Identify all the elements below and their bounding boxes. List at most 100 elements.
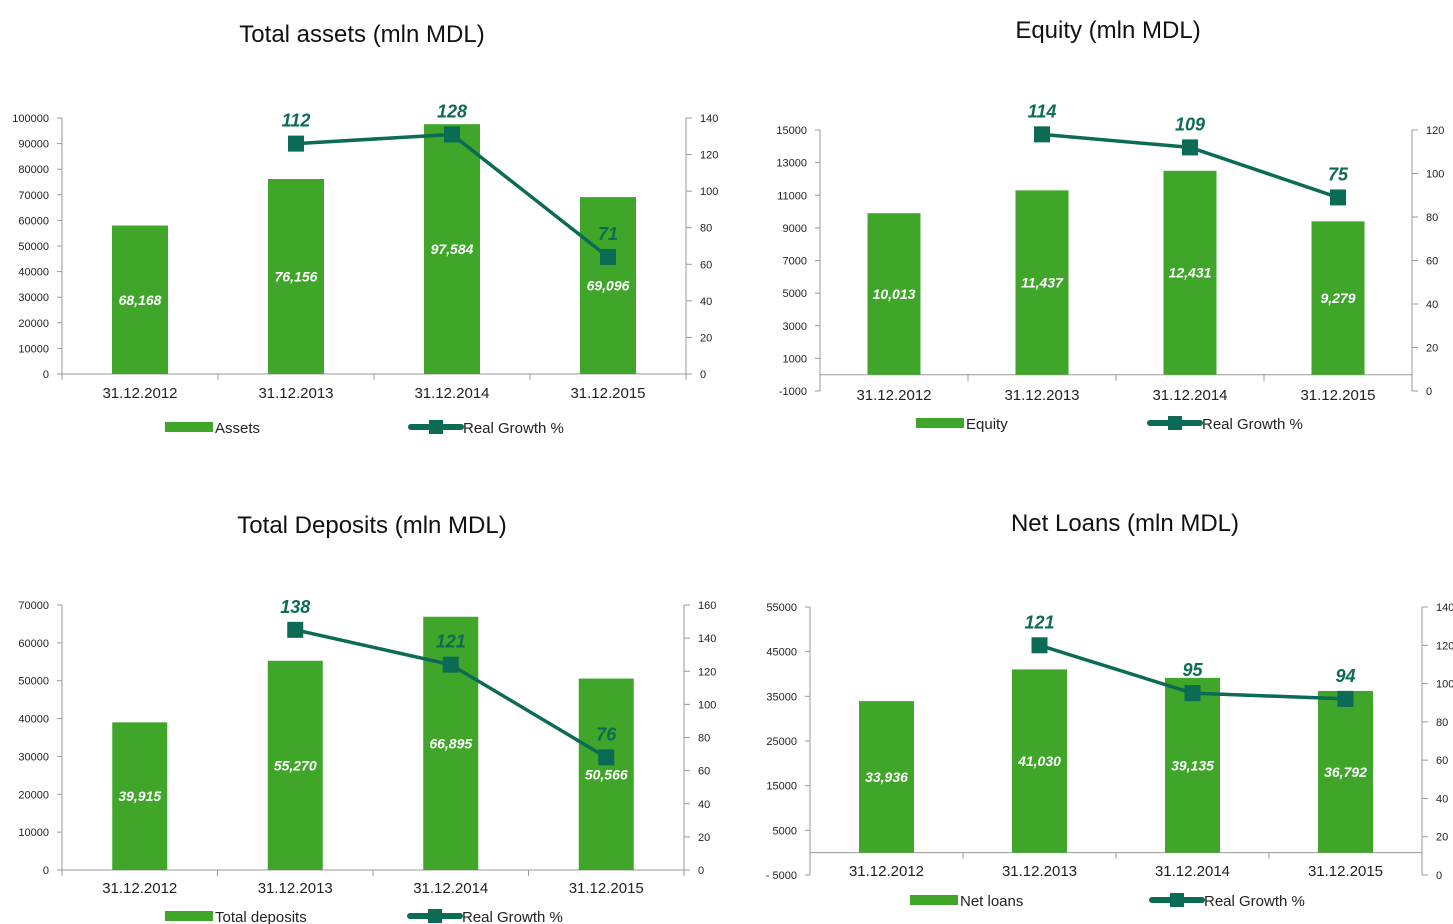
legend-bar-swatch [165, 911, 213, 921]
bar-value-label: 69,096 [587, 278, 630, 294]
left-tick-label: 7000 [783, 256, 807, 268]
legend-line-marker [429, 420, 443, 434]
growth-value-label: 71 [598, 224, 618, 244]
chart-title: Total assets (mln MDL) [239, 21, 484, 48]
left-tick-label: 50000 [18, 676, 49, 688]
growth-marker [288, 135, 304, 152]
legend-line-label: Real Growth % [462, 909, 563, 924]
right-tick-label: 40 [700, 296, 712, 308]
chart-4: Net Loans (mln MDL) - 5000 5000 15000 25000 3… [766, 510, 1453, 910]
growth-marker [442, 656, 459, 673]
chart-1: Total assets (mln MDL) 0 10000 20000 30000 40… [12, 21, 718, 437]
legend-line-marker [1170, 893, 1184, 907]
growth-marker [1182, 139, 1198, 156]
category-label: 31.12.2012 [102, 385, 177, 402]
left-tick-label: 20000 [18, 789, 49, 801]
bar [578, 678, 634, 870]
left-tick-label: 1000 [783, 353, 807, 365]
growth-value-label: 112 [282, 111, 311, 131]
growth-value-label: 114 [1028, 101, 1057, 121]
bar-value-label: 68,168 [119, 292, 162, 308]
right-tick-label: 100 [700, 186, 718, 198]
right-tick-label: 100 [698, 699, 716, 711]
left-tick-label: 60000 [18, 638, 49, 650]
category-label: 31.12.2014 [1155, 863, 1230, 880]
chart-3: Total Deposits (mln MDL) 0 10000 20000 30000… [18, 512, 716, 924]
left-tick-label: 70000 [18, 190, 49, 202]
left-tick-label: 30000 [18, 292, 49, 304]
right-tick-label: 160 [698, 600, 716, 612]
legend-line-label: Real Growth % [463, 420, 564, 437]
bar [1015, 190, 1069, 375]
category-label: 31.12.2015 [1308, 863, 1383, 880]
bar-value-label: 33,936 [865, 769, 908, 785]
left-tick-label: 40000 [18, 714, 49, 726]
left-tick-label: 9000 [783, 223, 807, 235]
left-tick-label: 5000 [783, 288, 807, 300]
left-tick-label: 80000 [18, 164, 49, 176]
bar [580, 197, 636, 374]
growth-value-label: 95 [1182, 660, 1203, 680]
bar [112, 722, 168, 870]
bar-value-label: 11,437 [1021, 275, 1064, 291]
left-tick-label: 0 [43, 369, 49, 381]
left-tick-label: 50000 [18, 241, 49, 253]
bar [268, 179, 324, 374]
bar-value-label: 36,792 [1324, 764, 1367, 780]
left-tick-label: 11000 [777, 190, 807, 202]
growth-marker [444, 126, 460, 143]
growth-value-label: 94 [1335, 666, 1355, 686]
legend-bar-label: Total deposits [215, 909, 307, 924]
chart-title: Total Deposits (mln MDL) [237, 512, 506, 539]
growth-marker [1337, 690, 1354, 707]
category-label: 31.12.2015 [570, 385, 645, 402]
growth-marker [287, 621, 304, 638]
category-label: 31.12.2015 [569, 880, 644, 897]
left-tick-label: 13000 [776, 158, 807, 170]
legend-bar-swatch [910, 895, 958, 905]
legend: Total deposits Real Growth % [165, 909, 563, 924]
right-tick-label: 140 [1436, 602, 1453, 614]
left-tick-label: 70000 [18, 600, 49, 612]
right-tick-label: 0 [700, 369, 706, 381]
category-label: 31.12.2013 [258, 880, 333, 897]
chart-2: Equity (mln MDL)-10001000300050007000900… [776, 17, 1444, 433]
category-label: 31.12.2013 [258, 385, 333, 402]
right-tick-label: 120 [698, 666, 716, 678]
bar [424, 124, 480, 374]
chart-title: Equity (mln MDL) [1015, 17, 1200, 44]
left-tick-label: 15000 [776, 125, 807, 137]
bar [267, 660, 323, 870]
bar-value-label: 50,566 [585, 766, 628, 782]
right-tick-label: 60 [698, 766, 710, 778]
left-tick-label: 25000 [766, 736, 797, 748]
bar-value-label: 39,915 [118, 788, 161, 804]
category-label: 31.12.2014 [1152, 387, 1227, 404]
bar-value-label: 76,156 [275, 269, 318, 285]
bar-value-label: 10,013 [873, 286, 916, 302]
right-tick-label: 20 [698, 832, 710, 844]
growth-marker [1034, 126, 1050, 143]
growth-value-label: 121 [1024, 612, 1054, 632]
bar-value-label: 41,030 [1017, 753, 1061, 769]
left-tick-label: 45000 [766, 647, 797, 659]
bar-value-label: 97,584 [431, 241, 474, 257]
left-tick-label: 55000 [766, 602, 797, 614]
growth-value-label: 138 [280, 597, 310, 617]
right-tick-label: 140 [698, 633, 716, 645]
growth-marker [1031, 637, 1048, 654]
bar-value-label: 12,431 [1169, 265, 1212, 281]
left-tick-label: 90000 [18, 139, 49, 151]
right-tick-label: 80 [1426, 212, 1438, 224]
growth-value-label: 75 [1328, 164, 1349, 184]
category-label: 31.12.2012 [849, 863, 924, 880]
bar [859, 701, 914, 853]
category-label: 31.12.2013 [1002, 863, 1077, 880]
left-tick-label: - 5000 [766, 870, 797, 882]
legend: Assets Real Growth % [165, 420, 564, 437]
left-tick-label: 35000 [766, 691, 797, 703]
growth-value-label: 109 [1175, 114, 1205, 134]
chart-title: Net Loans (mln MDL) [1011, 510, 1239, 537]
bar [1318, 690, 1373, 853]
right-tick-label: 0 [698, 865, 704, 877]
